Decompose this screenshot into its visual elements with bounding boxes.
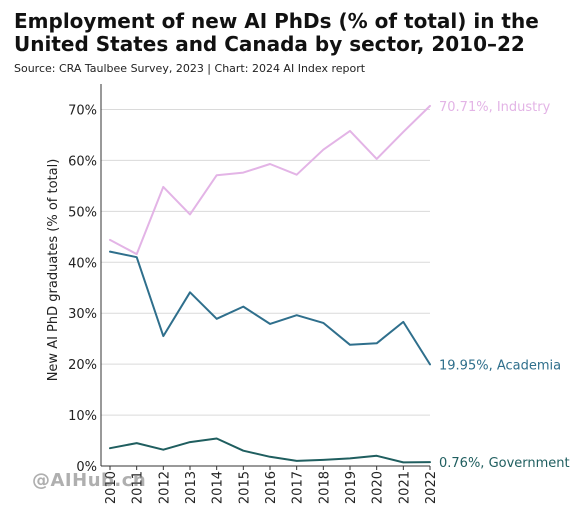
- y-tick-label: 30%: [68, 307, 97, 322]
- x-tick-label: 2020: [371, 471, 386, 504]
- y-tick-label: 10%: [68, 409, 97, 424]
- y-tick-label: 70%: [68, 103, 97, 118]
- x-tick-labels: 2010 2011 2012 2013 2014 2015 2016 2017 2018 2019…: [104, 466, 439, 504]
- end-label-government: 0.76%, Government: [439, 456, 570, 471]
- x-tick-label: 2016: [264, 471, 279, 504]
- y-tick-label: 50%: [68, 205, 97, 220]
- series-line-academia: [109, 250, 431, 366]
- x-tick-label: 2022: [424, 471, 439, 504]
- x-tick-label: 2011: [131, 471, 146, 504]
- end-label-industry: 70.71%, Industry: [439, 100, 551, 115]
- x-tick-label: 2013: [184, 471, 199, 504]
- x-tick-label: 2019: [344, 471, 359, 504]
- grid-lines: [101, 108, 430, 467]
- series-line-government: [109, 437, 431, 464]
- series-line-industry: [109, 104, 431, 256]
- y-tick-label: 20%: [68, 358, 97, 373]
- x-tick-label: 2014: [211, 471, 226, 504]
- chart-source: Source: CRA Taulbee Survey, 2023 | Chart…: [14, 62, 366, 75]
- series-lines: [109, 104, 431, 464]
- x-tick-label: 2018: [317, 471, 332, 504]
- x-tick-label: 2010: [104, 471, 119, 504]
- chart-title: Employment of new AI PhDs (% of total) i…: [14, 9, 539, 56]
- end-label-academia: 19.95%, Academia: [439, 358, 561, 373]
- x-tick-label: 2017: [291, 471, 306, 504]
- x-tick-label: 2012: [157, 471, 172, 504]
- y-tick-label: 0%: [76, 460, 97, 475]
- y-tick-label: 40%: [68, 256, 97, 271]
- end-labels: 70.71%, Industry 19.95%, Academia 0.76%, G…: [439, 100, 570, 471]
- y-tick-labels: 0% 10% 20% 30% 40% 50% 60% 70%: [68, 103, 97, 475]
- x-tick-label: 2015: [237, 471, 252, 504]
- watermark: @AIHub.cn: [32, 470, 147, 491]
- x-tick-label: 2021: [397, 471, 412, 504]
- y-tick-label: 60%: [68, 154, 97, 169]
- axes: [100, 84, 430, 467]
- y-axis-label: New AI PhD graduates (% of total): [46, 159, 61, 382]
